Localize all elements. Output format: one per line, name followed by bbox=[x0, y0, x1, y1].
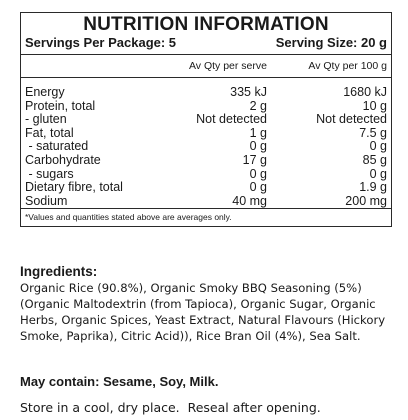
value-per-serve: 2 g bbox=[249, 98, 267, 113]
ingredients-text: Organic Rice (90.8%), Organic Smoky BBQ … bbox=[20, 281, 386, 343]
nutrient-label: Carbohydrate bbox=[25, 152, 101, 167]
storage-instructions: Store in a cool, dry place. Reseal after… bbox=[20, 400, 321, 415]
nutrient-row-fibre: Dietary fibre, total 0 g 1.9 g bbox=[25, 181, 387, 195]
column-headers: Av Qty per serve Av Qty per 100 g bbox=[21, 55, 391, 78]
nutrient-label: - gluten bbox=[25, 112, 67, 127]
value-per-100g: 200 mg bbox=[345, 193, 387, 208]
nutrient-row-fat: Fat, total 1 g 7.5 g bbox=[25, 125, 387, 141]
averages-footnote: *Values and quantities stated above are … bbox=[21, 208, 391, 226]
value-per-serve: 0 g bbox=[249, 180, 267, 195]
nutrient-rows: Energy 335 kJ 1680 kJ Protein, total 2 g… bbox=[21, 78, 391, 208]
value-per-serve: Not detected bbox=[196, 112, 267, 127]
nutrient-row-energy: Energy 335 kJ 1680 kJ bbox=[25, 85, 387, 100]
serving-size: Serving Size: 20 g bbox=[275, 35, 387, 50]
value-per-serve: 1 g bbox=[249, 125, 267, 140]
value-per-100g: 0 g bbox=[369, 166, 387, 181]
servings-row: Servings Per Package: 5 Serving Size: 20… bbox=[21, 35, 391, 55]
nutrient-label: - sugars bbox=[25, 166, 74, 181]
col-spacer bbox=[21, 55, 147, 77]
nutrient-label: Sodium bbox=[25, 193, 68, 208]
value-per-serve: 40 mg bbox=[232, 193, 267, 208]
nutrition-panel: NUTRITION INFORMATION Servings Per Packa… bbox=[20, 12, 392, 228]
nutrient-label: Energy bbox=[25, 85, 65, 99]
nutrient-label: Protein, total bbox=[25, 98, 96, 113]
value-per-100g: 1.9 g bbox=[359, 180, 387, 195]
value-per-100g: 7.5 g bbox=[359, 125, 387, 140]
value-per-serve: 0 g bbox=[249, 166, 267, 181]
nutrient-label: Dietary fibre, total bbox=[25, 180, 123, 195]
value-per-100g: 0 g bbox=[369, 139, 387, 154]
col-per-serve: Av Qty per serve bbox=[188, 60, 267, 72]
ingredients-section: Ingredients: Organic Rice (90.8%), Organ… bbox=[20, 264, 392, 344]
ingredients-heading: Ingredients: bbox=[20, 264, 98, 279]
value-per-serve: 17 g bbox=[242, 152, 267, 167]
value-per-serve: 0 g bbox=[249, 139, 267, 154]
nutrient-row-sugars: - sugars 0 g 0 g bbox=[25, 166, 387, 182]
nutrient-row-sodium: Sodium 40 mg 200 mg bbox=[25, 193, 387, 209]
nutrient-row-protein: Protein, total 2 g 10 g bbox=[25, 98, 387, 114]
value-per-100g: Not detected bbox=[316, 112, 387, 127]
value-per-100g: 10 g bbox=[362, 98, 387, 113]
value-per-100g: 85 g bbox=[362, 152, 387, 167]
allergen-statement: May contain: Sesame, Soy, Milk. bbox=[20, 374, 219, 389]
servings-per-package: Servings Per Package: 5 bbox=[25, 35, 177, 50]
col-per-100g: Av Qty per 100 g bbox=[308, 60, 387, 72]
nutrient-label: - saturated bbox=[25, 139, 89, 154]
value-per-100g: 1680 kJ bbox=[343, 85, 387, 99]
value-per-serve: 335 kJ bbox=[230, 85, 267, 99]
nutrient-label: Fat, total bbox=[25, 125, 74, 140]
nutrient-row-saturated: - saturated 0 g 0 g bbox=[25, 140, 387, 154]
nutrient-row-carbohydrate: Carbohydrate 17 g 85 g bbox=[25, 152, 387, 168]
nutrient-row-gluten: - gluten Not detected Not detected bbox=[25, 113, 387, 127]
panel-title: NUTRITION INFORMATION bbox=[83, 14, 329, 35]
